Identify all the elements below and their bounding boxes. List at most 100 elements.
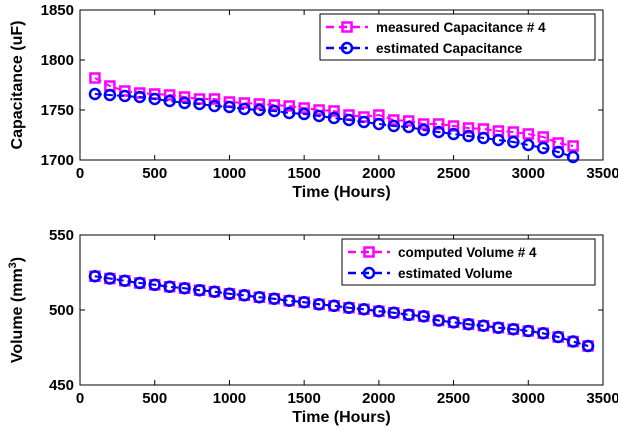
data-point [432, 118, 445, 130]
data-point [402, 115, 415, 127]
x-tick-label: 1000 [213, 390, 246, 407]
x-tick-label: 2000 [362, 390, 395, 407]
data-point [268, 99, 281, 111]
data-point [327, 111, 341, 125]
legend-label: estimated Capacitance [376, 41, 523, 56]
data-point [208, 99, 221, 113]
data-point [536, 327, 550, 340]
y-tick-label: 1800 [41, 52, 74, 69]
legend-label: computed Volume # 4 [398, 245, 537, 260]
data-point [328, 105, 340, 117]
data-point [208, 93, 221, 105]
data-point [357, 303, 371, 316]
data-point [163, 94, 176, 108]
chart-panel-1: 0 500 1000 1500 2000 2500 3000 3500 1700 1750 1800… [9, 2, 618, 201]
data-point [88, 270, 102, 283]
y-axis-label: Volume (mm3) [7, 257, 26, 363]
legend: measured Capacitance # 4 estimated Capaci… [319, 13, 596, 61]
data-point [536, 141, 550, 155]
x-tick-label: 2000 [362, 165, 395, 182]
data-point [417, 310, 430, 323]
data-point [238, 289, 251, 302]
data-point [163, 280, 176, 293]
data-point [492, 133, 505, 147]
data-point [387, 119, 401, 133]
data-point [193, 283, 206, 297]
data-point [447, 120, 460, 132]
legend-box [341, 238, 596, 286]
legend-label: measured Capacitance # 4 [376, 20, 546, 35]
x-tick-label: 3500 [586, 165, 618, 182]
data-point [283, 100, 295, 112]
data-point [462, 318, 475, 331]
x-tick-label: 1500 [287, 390, 320, 407]
data-point [103, 88, 117, 102]
data-point [432, 314, 445, 327]
data-point [462, 122, 475, 134]
data-point [268, 104, 281, 118]
data-point [297, 295, 311, 309]
legend-box [319, 13, 596, 61]
data-point [402, 308, 415, 322]
data-point [312, 298, 326, 311]
data-point [223, 287, 236, 301]
data-point [507, 135, 520, 149]
data-point [253, 291, 266, 304]
data-point [298, 102, 310, 114]
data-point [551, 145, 565, 159]
data-point [522, 324, 535, 338]
data-point [417, 118, 430, 130]
data-point [163, 89, 176, 101]
y-tick-label: 550 [49, 227, 74, 244]
data-point [417, 123, 430, 137]
data-point [372, 117, 386, 131]
x-tick-label: 3500 [586, 390, 618, 407]
x-tick-label: 2500 [437, 165, 470, 182]
data-point [103, 272, 117, 285]
data-point [223, 100, 236, 114]
x-tick-label: 1000 [213, 165, 246, 182]
chart-panel-2: 0 500 1000 1500 2000 2500 3000 3500 450 500 550 Tim… [7, 227, 618, 426]
data-point [566, 150, 580, 164]
x-tick-label: 500 [142, 390, 167, 407]
data-point [282, 294, 296, 307]
x-tick-label: 500 [142, 165, 167, 182]
x-tick-label: 1500 [287, 165, 320, 182]
data-point [567, 140, 579, 152]
y-axis-label: Capacitance (uF) [9, 21, 26, 150]
data-point [253, 103, 266, 117]
data-point [462, 129, 475, 143]
data-point [118, 274, 132, 287]
data-point [282, 106, 296, 120]
data-point [178, 91, 191, 103]
y-tick-label: 1700 [41, 152, 74, 169]
series-1 [89, 72, 579, 152]
data-point [388, 114, 400, 126]
data-point [551, 330, 565, 344]
data-point [88, 87, 102, 101]
data-point [566, 335, 580, 348]
legend-label: estimated Volume [398, 266, 513, 281]
legend-marker [340, 41, 354, 55]
legend: computed Volume # 4 estimated Volume [341, 238, 596, 286]
series-2 [88, 270, 595, 353]
data-point [297, 107, 311, 121]
data-point [148, 92, 161, 106]
data-point [342, 301, 356, 314]
data-point [342, 113, 356, 127]
data-point [238, 102, 251, 116]
data-point [507, 322, 520, 336]
data-point [357, 115, 371, 129]
data-point [89, 72, 101, 84]
data-point [522, 128, 535, 140]
data-point [372, 304, 386, 318]
data-point [193, 97, 206, 111]
data-point [402, 120, 415, 134]
x-tick-label: 3000 [512, 165, 545, 182]
data-point [119, 85, 131, 97]
data-point [133, 276, 147, 290]
data-point [133, 90, 147, 104]
data-point [148, 278, 161, 292]
data-point [477, 131, 490, 145]
